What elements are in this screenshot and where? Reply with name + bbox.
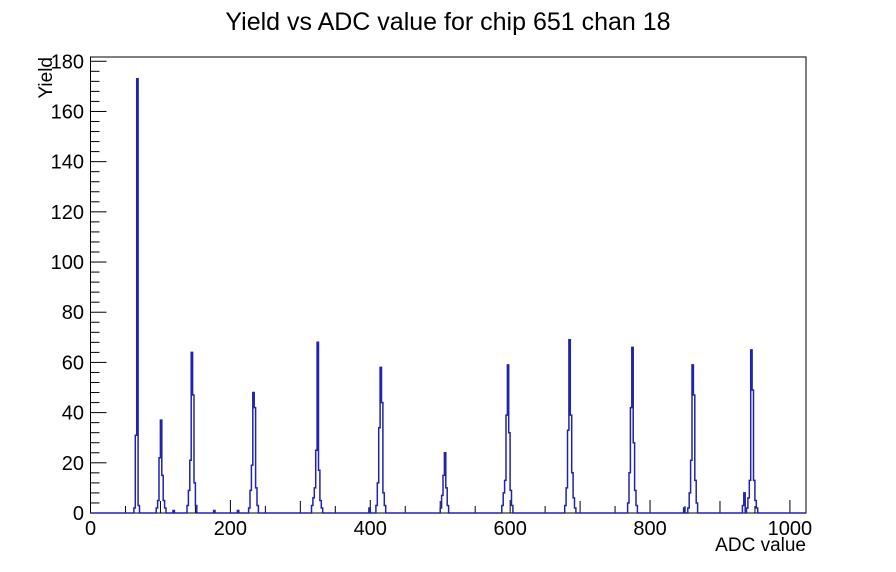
x-tick-label: 400	[354, 518, 387, 540]
y-tick-label: 40	[62, 403, 84, 425]
y-axis-title: Yield	[36, 57, 57, 99]
histogram-line	[90, 78, 806, 514]
x-tick-label: 0	[85, 518, 96, 540]
y-tick-label: 100	[51, 252, 84, 274]
x-tick-label: 600	[493, 518, 526, 540]
histogram-series	[90, 78, 806, 514]
x-axis-title: ADC value	[715, 535, 806, 556]
axes-frame: 0 200 400 600 800 1000 0 20 40 60 80 100 120 140 160 18…	[51, 51, 813, 540]
y-tick-label: 60	[62, 352, 84, 374]
y-tick-label: 0	[73, 503, 84, 525]
y-tick-label: 140	[51, 152, 84, 174]
x-tick-label: 200	[214, 518, 247, 540]
chart-title: Yield vs ADC value for chip 651 chan 18	[225, 8, 670, 36]
plot-frame	[90, 56, 807, 514]
y-tick-label: 120	[51, 202, 84, 224]
y-tick-label: 80	[62, 302, 84, 324]
y-tick-label: 20	[62, 453, 84, 475]
y-tick-label: 180	[51, 51, 84, 73]
y-tick-label: 160	[51, 101, 84, 123]
x-tick-label: 1000	[768, 518, 813, 540]
x-tick-label: 800	[633, 518, 666, 540]
